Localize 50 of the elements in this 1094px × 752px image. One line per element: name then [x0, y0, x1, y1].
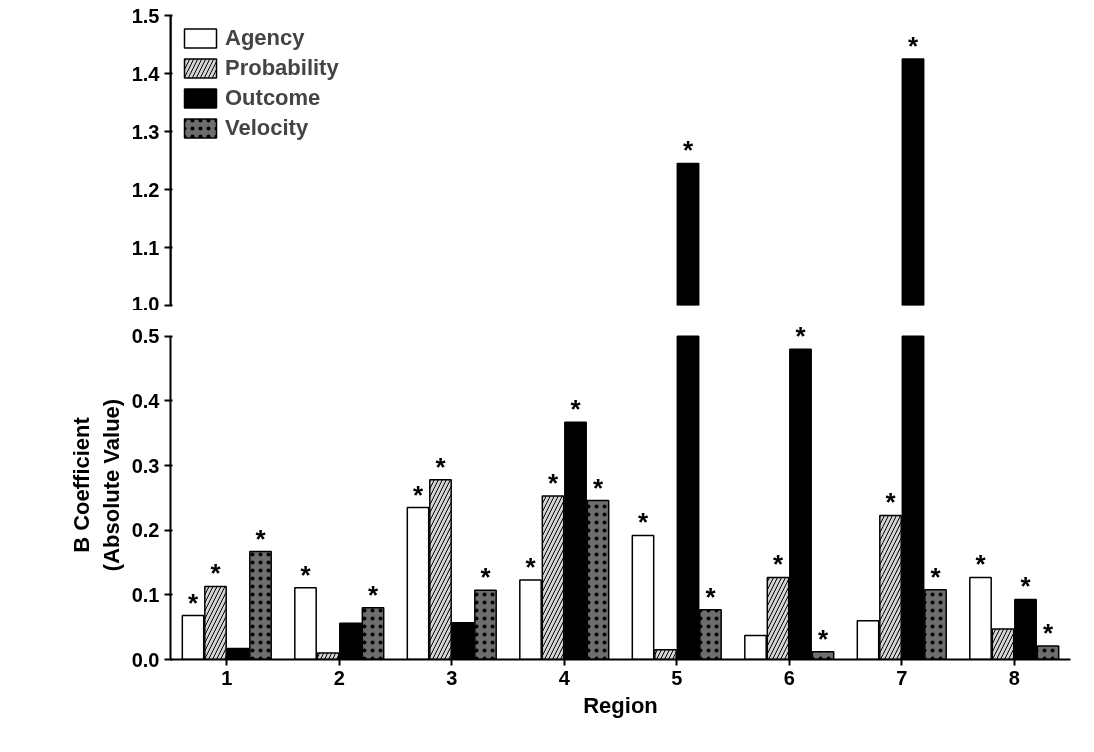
y-tick-label: 0.4 [131, 389, 161, 412]
y-tick-label: 1.0 [131, 292, 160, 315]
data-label: * [187, 587, 199, 618]
x-tick-label: 1 [221, 666, 233, 689]
y-tick-label: 0.2 [131, 519, 160, 542]
y-tick-label: 1.1 [131, 236, 160, 259]
y-tick-label: 1.2 [131, 178, 160, 201]
data-label: * [930, 561, 942, 592]
data-label: * [592, 472, 604, 503]
y-tick-label: 0.5 [131, 325, 160, 348]
data-label: * [367, 579, 379, 610]
data-label: * [525, 552, 537, 583]
data-label: * [435, 451, 447, 482]
legend-label: Outcome [225, 85, 321, 111]
data-label: * [705, 581, 717, 612]
data-label: * [682, 135, 694, 166]
y-tick-label: 1.3 [131, 120, 160, 143]
x-tick-label: 7 [896, 666, 908, 689]
data-label: * [210, 558, 222, 589]
y-tick-label: 0.1 [131, 583, 160, 606]
y-tick-label: 1.5 [131, 4, 160, 27]
data-label: * [1020, 571, 1032, 602]
y-tick-label: 0.0 [131, 648, 160, 671]
x-axis-title: Region [583, 692, 658, 718]
data-label: * [570, 394, 582, 425]
data-label: * [255, 523, 267, 554]
x-tick-label: 2 [333, 666, 345, 689]
data-label: * [412, 479, 424, 510]
y-axis-title: B Coefficient (Absolute Value) [68, 398, 124, 572]
y-tick-label: 1.4 [131, 62, 161, 85]
legend-label: Agency [225, 25, 305, 51]
x-tick-label: 5 [671, 666, 683, 689]
data-label: * [907, 31, 919, 61]
legend-label: Probability [225, 55, 339, 81]
data-label: * [1042, 617, 1054, 648]
x-tick-label: 8 [1008, 666, 1020, 689]
data-label: * [817, 623, 829, 654]
data-label: * [885, 487, 897, 518]
data-label: * [480, 562, 492, 593]
data-label: * [637, 507, 649, 538]
data-label: * [547, 467, 559, 498]
data-label: * [300, 559, 312, 590]
data-label: * [975, 549, 987, 580]
y-tick-label: 0.3 [131, 454, 160, 477]
x-tick-label: 3 [446, 666, 458, 689]
x-tick-label: 4 [558, 666, 571, 689]
legend-label: Velocity [225, 115, 309, 141]
data-label: * [772, 549, 784, 580]
x-tick-label: 6 [783, 666, 795, 689]
data-label: * [795, 321, 807, 352]
